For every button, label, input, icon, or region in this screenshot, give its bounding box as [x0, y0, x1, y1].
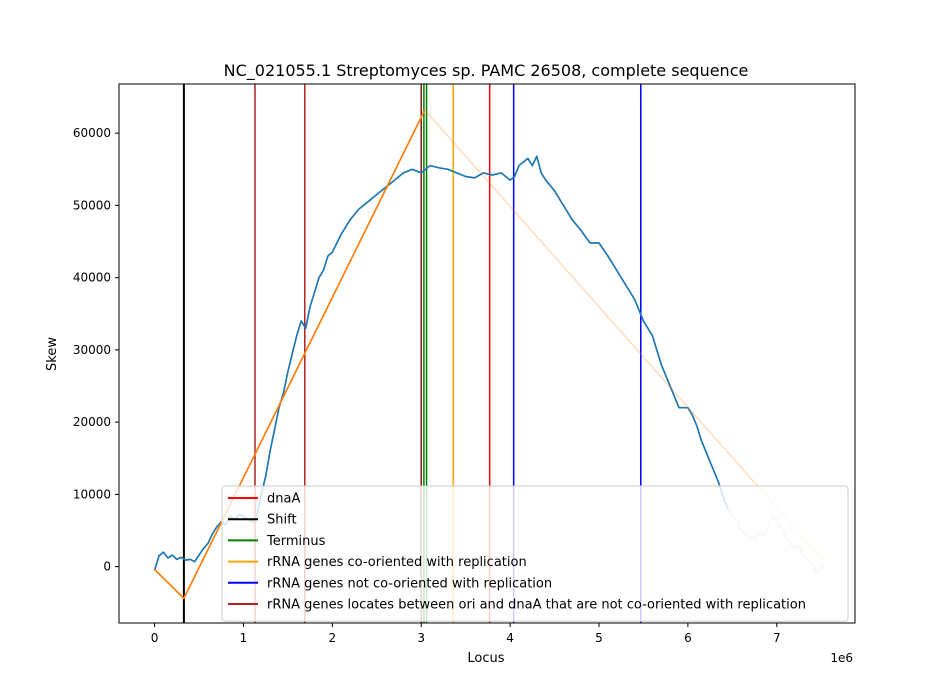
y-tick-label-5: 50000: [73, 198, 111, 212]
legend: dnaA Shift Terminus rRNA genes co-oriented …: [221, 485, 849, 622]
y-tick-label-4: 40000: [73, 271, 111, 285]
legend-label-0: dnaA: [267, 492, 300, 507]
series-line-1: [154, 109, 426, 600]
x-tick-label-5: 5: [595, 631, 603, 645]
legend-label-5: rRNA genes locates between ori and dnaA …: [267, 598, 806, 613]
x-tick-label-0: 0: [151, 631, 159, 645]
plot-frame: [118, 83, 856, 624]
x-tick-label-2: 2: [329, 631, 337, 645]
x-axis-ticks: 0 1 2 3 4 5 6 7: [151, 623, 781, 645]
x-tick-label-1: 1: [240, 631, 248, 645]
x-axis-offset-label: 1e6: [830, 651, 853, 665]
x-axis-label: Locus: [467, 651, 504, 666]
x-tick-label-7: 7: [773, 631, 781, 645]
plot-area: dnaA Shift Terminus rRNA genes co-oriented …: [118, 83, 856, 624]
x-tick-label-4: 4: [506, 631, 514, 645]
y-tick-label-2: 20000: [73, 415, 111, 429]
y-tick-label-1: 10000: [73, 487, 111, 501]
y-tick-label-0: 0: [103, 560, 111, 574]
legend-label-4: rRNA genes not co-oriented with replicat…: [267, 576, 552, 591]
y-tick-label-3: 30000: [73, 343, 111, 357]
y-axis-label: Skew: [45, 337, 60, 371]
legend-label-2: Terminus: [266, 534, 326, 549]
y-tick-label-6: 60000: [73, 126, 111, 140]
chart-title: NC_021055.1 Streptomyces sp. PAMC 26508,…: [224, 61, 749, 81]
x-tick-label-3: 3: [417, 631, 425, 645]
x-tick-label-6: 6: [684, 631, 692, 645]
legend-box: [221, 485, 849, 622]
legend-label-3: rRNA genes co-oriented with replication: [267, 555, 527, 570]
legend-label-1: Shift: [267, 513, 297, 528]
y-axis-ticks: 0 10000 20000 30000 40000 50000 60000: [73, 126, 119, 574]
